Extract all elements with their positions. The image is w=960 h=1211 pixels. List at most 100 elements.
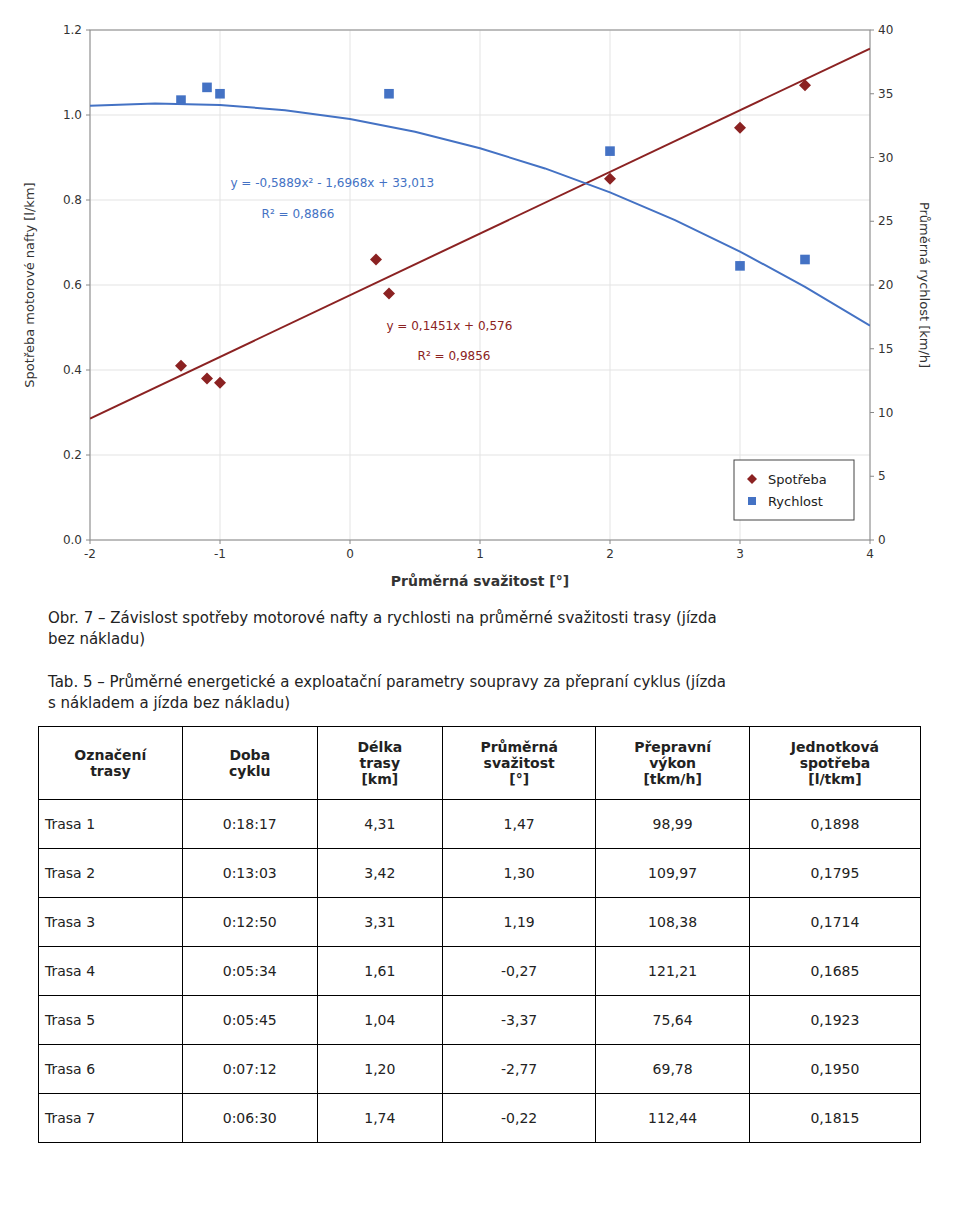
table-cell: 0:06:30 [182,1094,317,1143]
page: {"chart_data": {"type": "scatter", "xlab… [0,0,960,1211]
table-cell: 121,21 [596,947,749,996]
y-tick-label: 0.6 [63,278,82,292]
point [383,288,395,300]
grid [90,30,870,540]
table-cell: 0:12:50 [182,898,317,947]
grid-line [90,370,870,371]
point [734,122,746,134]
legend: SpotřebaRychlost [734,460,854,520]
table-cell: 0,1923 [749,996,920,1045]
table-cell: 0:13:03 [182,849,317,898]
legend-marker [748,497,756,505]
table-cell: 0:18:17 [182,800,317,849]
trend-equation: y = 0,1451x + 0,576 [386,319,512,333]
table-cell: Trasa 3 [39,898,183,947]
y-tick-label: 0.0 [63,533,82,547]
x-axis-label: Průměrná svažitost [°] [391,573,569,589]
table-header: Délka trasy [km] [317,727,442,800]
x-tick-label: -2 [84,547,96,561]
chart: -2-1012340.00.20.40.60.81.01.20510152025… [0,0,960,606]
table-cell: 1,04 [317,996,442,1045]
table-cell: 0,1950 [749,1045,920,1094]
caption-line: Obr. 7 – Závislost spotřeby motorové naf… [48,608,928,629]
table-column [317,727,442,1143]
y-tick [86,455,90,456]
plot-frame [90,30,870,540]
grid-line [90,455,870,456]
point [214,377,226,389]
y-tick-label: 0.4 [63,363,82,377]
point [201,373,213,385]
point [605,146,615,156]
table-column [596,727,749,1143]
x-tick [870,540,871,544]
point [604,173,616,185]
table-column [39,727,183,1143]
table-cell: 1,61 [317,947,442,996]
legend-box [734,460,854,520]
trend-line [90,104,870,326]
x-tick [610,540,611,544]
table-cell: Trasa 7 [39,1094,183,1143]
caption: Obr. 7 – Závislost spotřeby motorové naf… [48,608,928,650]
table-cell: Trasa 4 [39,947,183,996]
table-cell: 0,1898 [749,800,920,849]
trend-r2: R² = 0,9856 [418,349,491,363]
table-cell: 0,1795 [749,849,920,898]
y2-tick [870,93,874,94]
marks [90,49,870,419]
point [799,79,811,91]
table-header: Přepravní výkon [tkm/h] [596,727,749,800]
x-tick-label: 1 [476,547,484,561]
x-tick [220,540,221,544]
table-cell: 69,78 [596,1045,749,1094]
point [175,360,187,372]
table-row: Trasa 30:12:503,311,19108,380,1714 [39,898,921,947]
table-cell: 109,97 [596,849,749,898]
point [735,261,745,271]
y2-tick-label: 30 [878,151,893,165]
y2-tick-label: 20 [878,278,893,292]
y2-tick [870,476,874,477]
x-tick [90,540,91,544]
point [215,89,225,99]
table-column [182,727,317,1143]
x-tick-label: 3 [736,547,744,561]
y-tick [86,115,90,116]
y2-tick [870,412,874,413]
table-cell: Trasa 5 [39,996,183,1045]
point [176,95,186,105]
y-tick-label: 1.2 [63,23,82,37]
y-tick-label: 0.8 [63,193,82,207]
table-column [749,727,920,1143]
trend-line [90,49,870,419]
x-tick [740,540,741,544]
y2-tick [870,30,874,31]
legend-label: Rychlost [768,494,823,509]
table-cell: 0,1714 [749,898,920,947]
y-tick [86,30,90,31]
table-header-row: Označení trasyDoba cykluDélka trasy [km]… [39,727,921,800]
table-title-line: s nákladem a jízda bez nákladu) [48,693,928,714]
table-cell: Trasa 1 [39,800,183,849]
y-tick-label: 0.2 [63,448,82,462]
table-header: Označení trasy [39,727,183,800]
point [370,254,382,266]
table-cell: -3,37 [442,996,595,1045]
y2-tick-label: 5 [878,469,886,483]
y-tick [86,370,90,371]
table-columns [39,727,921,1143]
y-tick [86,200,90,201]
table-cell: 98,99 [596,800,749,849]
table-cell: 1,19 [442,898,595,947]
table-row: Trasa 60:07:121,20-2,7769,780,1950 [39,1045,921,1094]
table-cell: 0:05:34 [182,947,317,996]
table-cell: 3,31 [317,898,442,947]
y2-tick-label: 15 [878,342,893,356]
y2-tick [870,540,874,541]
table-cell: -0,22 [442,1094,595,1143]
trend-equation: y = -0,5889x² - 1,6968x + 33,013 [230,176,434,190]
point [384,89,394,99]
y2-tick-label: 35 [878,87,893,101]
table-cell: 1,20 [317,1045,442,1094]
